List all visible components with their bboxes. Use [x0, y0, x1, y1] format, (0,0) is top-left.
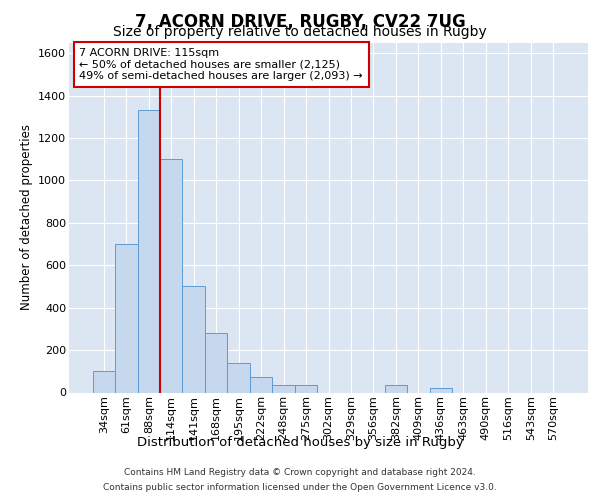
Text: Size of property relative to detached houses in Rugby: Size of property relative to detached ho… [113, 25, 487, 39]
Bar [115, 244, 137, 392]
Text: 7 ACORN DRIVE: 115sqm
← 50% of detached houses are smaller (2,125)
49% of semi-d: 7 ACORN DRIVE: 115sqm ← 50% of detached … [79, 48, 363, 81]
Text: Contains HM Land Registry data © Crown copyright and database right 2024.: Contains HM Land Registry data © Crown c… [124, 468, 476, 477]
Bar [182, 286, 205, 393]
Bar [137, 110, 160, 392]
Bar [92, 372, 115, 392]
Text: Distribution of detached houses by size in Rugby: Distribution of detached houses by size … [137, 436, 463, 449]
Bar [160, 159, 182, 392]
Bar [430, 388, 452, 392]
Bar [385, 385, 407, 392]
Bar [295, 385, 317, 392]
Y-axis label: Number of detached properties: Number of detached properties [20, 124, 32, 310]
Text: 7, ACORN DRIVE, RUGBY, CV22 7UG: 7, ACORN DRIVE, RUGBY, CV22 7UG [134, 12, 466, 30]
Text: Contains public sector information licensed under the Open Government Licence v3: Contains public sector information licen… [103, 483, 497, 492]
Bar [250, 376, 272, 392]
Bar [272, 385, 295, 392]
Bar [205, 333, 227, 392]
Bar [227, 363, 250, 392]
